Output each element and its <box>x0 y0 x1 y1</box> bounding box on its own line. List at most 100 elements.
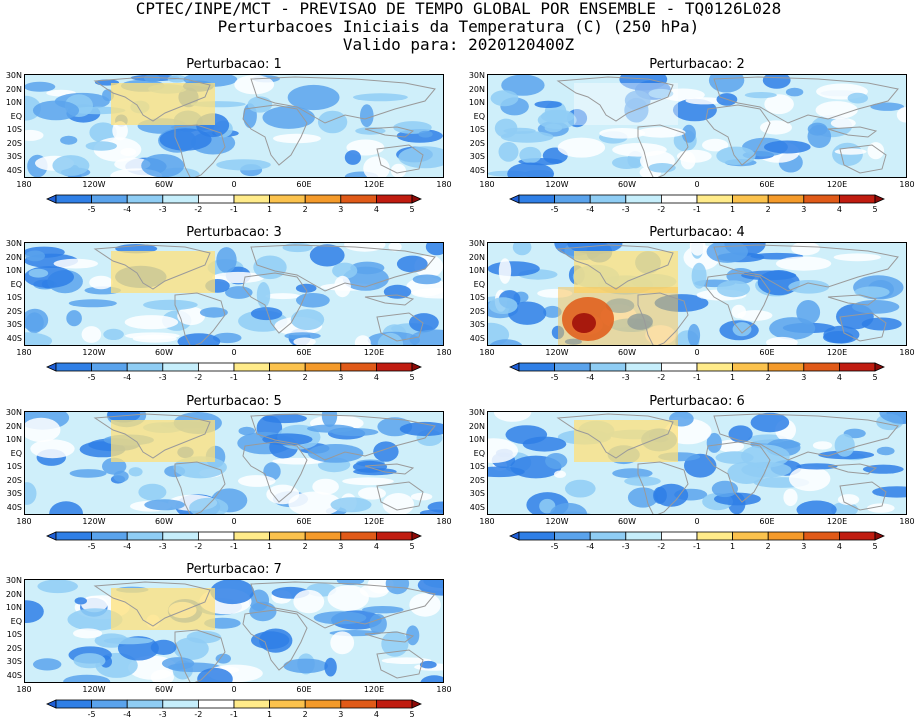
colorbar-label: 4 <box>836 373 842 382</box>
colorbar-label: -3 <box>158 710 167 719</box>
colorbar-segment <box>767 531 805 541</box>
lon-tick-label: 180 <box>16 517 32 526</box>
lon-tick-label: 120W <box>82 180 106 189</box>
warm-anomaly-region <box>574 251 678 293</box>
colorbar-label: 4 <box>373 373 379 382</box>
anomaly-blob <box>120 147 137 157</box>
colorbar-label: 5 <box>409 373 415 382</box>
lat-tick-label: 30S <box>469 152 485 161</box>
anomaly-blob <box>783 488 798 507</box>
panel-title: Perturbacao: 5 <box>186 394 282 409</box>
colorbar-label: -3 <box>158 373 167 382</box>
colorbar-segment <box>55 531 92 541</box>
anomaly-blob <box>691 262 707 289</box>
anomaly-blob <box>272 457 325 465</box>
panel-title: Perturbacao: 7 <box>186 562 282 577</box>
anomaly-blob <box>256 282 271 308</box>
lon-tick-label: 180 <box>436 517 452 526</box>
coastline <box>827 463 878 475</box>
colorbar-label: -4 <box>586 542 595 551</box>
anomaly-blob <box>409 593 441 617</box>
anomaly-blob <box>141 154 185 177</box>
anomaly-blob <box>418 130 433 138</box>
anomaly-blob <box>247 96 273 113</box>
anomaly-blob <box>312 478 339 495</box>
colorbar-label: -5 <box>550 205 559 214</box>
anomaly-blob <box>508 301 547 325</box>
map-field <box>488 75 906 177</box>
anomaly-blob <box>540 109 575 124</box>
anomaly-blob <box>493 412 532 422</box>
coastline <box>637 292 689 345</box>
colorbar-segment <box>269 531 306 541</box>
lon-tick-label: 0 <box>694 180 700 189</box>
lat-tick-label: EQ <box>473 448 485 458</box>
anomaly-blob <box>847 92 868 104</box>
colorbar-label: -2 <box>657 542 666 551</box>
coastline <box>376 649 424 679</box>
coastline <box>705 104 771 166</box>
anomaly-blob <box>488 297 518 314</box>
colorbar-label: -2 <box>194 373 203 382</box>
main-title: CPTEC/INPE/MCT - PREVISAO DE TEMPO GLOBA… <box>135 0 782 18</box>
anomaly-blob <box>760 120 792 135</box>
colorbar-label: 5 <box>409 542 415 551</box>
lon-tick-label: 120E <box>363 180 385 189</box>
coastline <box>250 244 436 292</box>
anomaly-blob <box>834 148 867 155</box>
coastline <box>93 76 211 122</box>
anomaly-blob <box>32 100 80 121</box>
colorbar-segment <box>197 362 235 372</box>
temperature-perturbation-map <box>487 74 907 178</box>
lon-tick-label: 120E <box>363 348 385 357</box>
colorbar-label: -2 <box>194 205 203 214</box>
coastline <box>250 413 436 461</box>
colorbar-segment <box>625 194 662 204</box>
colorbar-max-arrow <box>874 362 885 372</box>
lat-tick-label: 30S <box>469 320 485 329</box>
anomaly-blob <box>565 479 596 498</box>
anomaly-blob <box>66 310 82 327</box>
colorbar-segment <box>732 531 769 541</box>
anomaly-blob <box>138 483 167 501</box>
colorbar-segment <box>269 362 306 372</box>
colorbar-segment <box>162 362 199 372</box>
anomaly-blob <box>25 482 37 505</box>
lat-tick-label: 20S <box>6 306 22 316</box>
colorbar-label: -4 <box>586 205 595 214</box>
colorbar-segment <box>696 531 733 541</box>
anomaly-blob <box>501 75 545 96</box>
colorbar-max-arrow <box>874 194 885 204</box>
anomaly-blob <box>522 436 567 452</box>
lon-tick-label: 120W <box>545 180 569 189</box>
anomaly-blob <box>852 300 900 314</box>
anomaly-blob <box>317 110 348 134</box>
anomaly-blob <box>362 606 404 614</box>
colorbar-label: 1 <box>267 542 273 551</box>
colorbar <box>46 362 422 372</box>
colorbar-label: 2 <box>302 710 308 719</box>
colorbar-segment <box>803 531 840 541</box>
colorbar-segment <box>126 362 164 372</box>
lat-tick-label: 10N <box>5 435 22 444</box>
lon-tick-label: 180 <box>899 180 915 189</box>
coastline <box>242 272 308 334</box>
anomaly-blob <box>383 284 412 299</box>
lat-tick-label: 10N <box>468 435 485 444</box>
map-field <box>488 243 904 345</box>
coastline <box>242 441 308 503</box>
anomaly-blob <box>706 432 722 453</box>
anomaly-blob <box>785 87 804 97</box>
anomaly-blob <box>288 491 342 514</box>
colorbar-label: 5 <box>409 205 415 214</box>
lon-tick-label: 180 <box>479 180 495 189</box>
colorbar-label: -3 <box>158 542 167 551</box>
coastline <box>242 609 308 671</box>
lat-tick-label: EQ <box>10 279 22 289</box>
anomaly-blob <box>189 497 229 514</box>
colorbar-label: -1 <box>693 542 701 551</box>
lon-tick-label: 60E <box>759 348 775 357</box>
anomaly-blob <box>381 657 432 664</box>
anomaly-blob <box>543 305 562 318</box>
coastline <box>839 312 887 342</box>
